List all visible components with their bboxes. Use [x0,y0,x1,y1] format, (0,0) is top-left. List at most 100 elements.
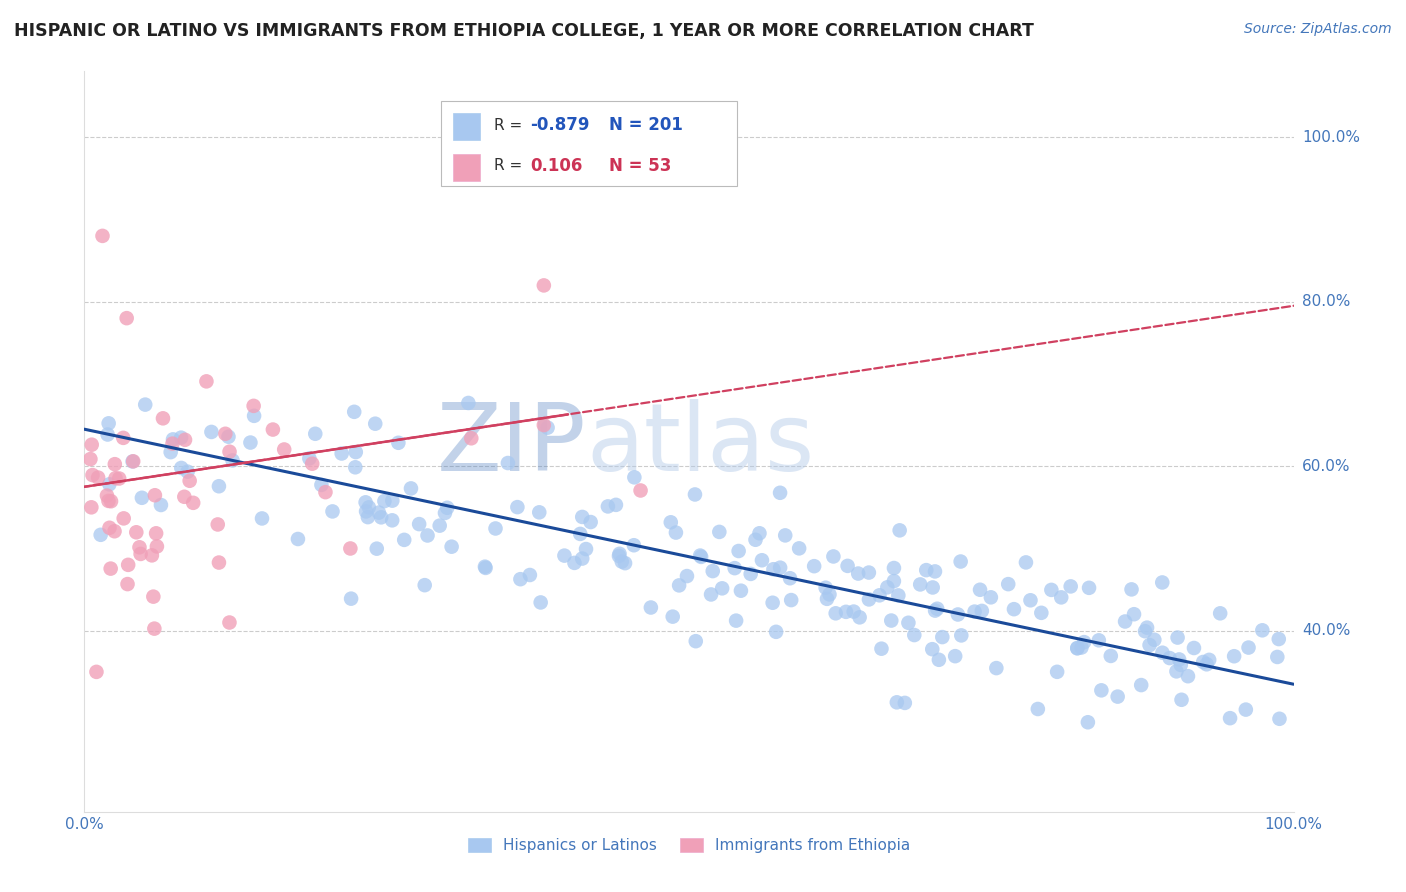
Point [765,624,787,639]
Point [908,577,931,591]
Point [242,399,264,413]
Point [700,587,723,601]
Point [780,593,803,607]
Point [858,592,880,607]
Point [100,561,122,575]
Text: N = 53: N = 53 [609,157,672,175]
Point [659,516,682,530]
Text: 60.0%: 60.0% [1302,458,1350,474]
Point [413,578,436,592]
Point [344,445,367,459]
Point [354,495,377,509]
Point [162,436,184,450]
Point [208,556,231,570]
Point [1002,602,1025,616]
Point [357,510,380,524]
Point [1078,581,1101,595]
Point [1198,653,1220,667]
Point [986,661,1008,675]
Point [1066,641,1088,656]
Point [243,409,266,423]
Point [1114,615,1136,629]
Point [195,375,218,389]
Point [509,572,531,586]
Point [869,588,891,602]
Point [676,569,699,583]
Point [149,498,172,512]
Point [949,555,972,569]
Point [661,609,683,624]
Point [121,454,143,468]
Point [408,517,430,532]
Point [779,571,801,585]
Point [569,527,592,541]
Point [1070,640,1092,655]
Point [239,435,262,450]
Point [125,525,148,540]
Point [668,578,690,592]
Point [835,605,858,619]
Point [665,525,688,540]
Point [90,528,112,542]
Point [1166,665,1188,679]
Point [340,591,363,606]
Point [1265,649,1288,664]
Point [112,511,135,525]
Point [108,471,131,485]
Point [740,566,762,581]
Point [82,468,104,483]
Point [946,607,969,622]
Point [343,405,366,419]
Point [344,460,367,475]
Text: 80.0%: 80.0% [1302,294,1350,310]
Point [181,496,204,510]
Point [129,547,152,561]
Point [221,453,243,467]
Point [787,541,810,556]
Point [630,483,652,498]
Point [609,547,631,561]
Point [596,500,619,514]
Point [79,452,101,467]
Point [1152,646,1174,660]
Point [886,695,908,709]
Point [889,524,911,538]
Text: -0.879: -0.879 [530,116,591,134]
Point [950,628,973,642]
Text: 40.0%: 40.0% [1302,624,1350,639]
Point [1123,607,1146,622]
Point [96,489,118,503]
Point [474,561,496,575]
Point [564,556,586,570]
Point [484,521,506,535]
Text: atlas: atlas [586,400,814,491]
Point [683,487,706,501]
Point [311,478,333,492]
Point [571,510,593,524]
Point [824,607,846,621]
Point [1077,715,1099,730]
Point [921,581,943,595]
Point [1192,655,1215,669]
Point [364,417,387,431]
Point [1167,631,1189,645]
Point [1268,632,1291,646]
Point [97,427,120,442]
Point [301,457,323,471]
Point [128,541,150,555]
Point [399,482,422,496]
Text: Source: ZipAtlas.com: Source: ZipAtlas.com [1244,22,1392,37]
Point [373,494,395,508]
Point [579,515,602,529]
Point [969,582,991,597]
Point [690,549,713,564]
Point [1168,652,1191,666]
Point [145,526,167,541]
Point [104,471,127,485]
Point [814,581,837,595]
Point [1015,555,1038,569]
Point [530,595,553,609]
Point [1177,669,1199,683]
Point [80,500,103,515]
Point [623,470,645,484]
